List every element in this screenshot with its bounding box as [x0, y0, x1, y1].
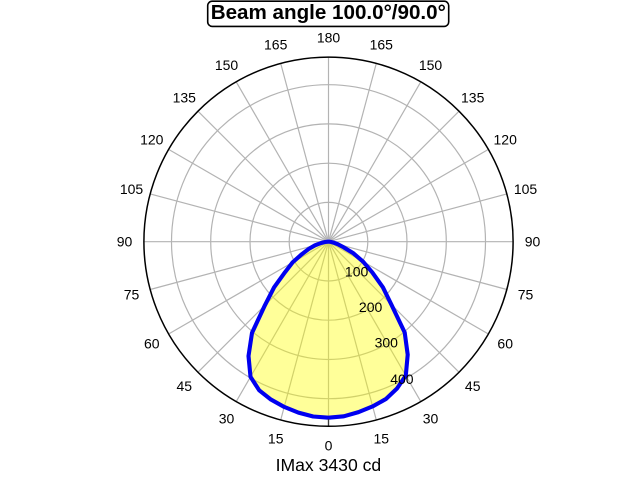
- svg-text:60: 60: [144, 336, 160, 352]
- svg-text:165: 165: [264, 37, 288, 53]
- svg-text:75: 75: [518, 287, 534, 303]
- svg-text:15: 15: [268, 431, 284, 447]
- svg-text:45: 45: [465, 378, 481, 394]
- svg-text:150: 150: [419, 57, 443, 73]
- svg-text:30: 30: [423, 410, 439, 426]
- svg-text:90: 90: [117, 234, 133, 250]
- svg-text:300: 300: [375, 335, 399, 351]
- svg-text:90: 90: [525, 234, 541, 250]
- svg-text:75: 75: [124, 287, 140, 303]
- svg-text:IMax 3430 cd: IMax 3430 cd: [276, 455, 382, 475]
- svg-text:150: 150: [215, 57, 239, 73]
- svg-text:120: 120: [494, 132, 518, 148]
- svg-text:180: 180: [317, 30, 341, 46]
- svg-text:135: 135: [461, 90, 485, 106]
- svg-text:100: 100: [345, 263, 369, 279]
- svg-text:Beam angle 100.0°/90.0°: Beam angle 100.0°/90.0°: [211, 1, 446, 24]
- svg-text:135: 135: [173, 90, 197, 106]
- svg-text:105: 105: [120, 181, 144, 197]
- svg-text:105: 105: [514, 181, 538, 197]
- svg-text:165: 165: [370, 37, 394, 53]
- svg-text:400: 400: [390, 371, 414, 387]
- svg-text:30: 30: [219, 410, 235, 426]
- svg-text:120: 120: [140, 132, 164, 148]
- svg-text:0: 0: [325, 438, 333, 454]
- svg-text:200: 200: [359, 299, 383, 315]
- svg-text:60: 60: [497, 336, 513, 352]
- svg-text:45: 45: [177, 378, 193, 394]
- svg-text:15: 15: [374, 431, 390, 447]
